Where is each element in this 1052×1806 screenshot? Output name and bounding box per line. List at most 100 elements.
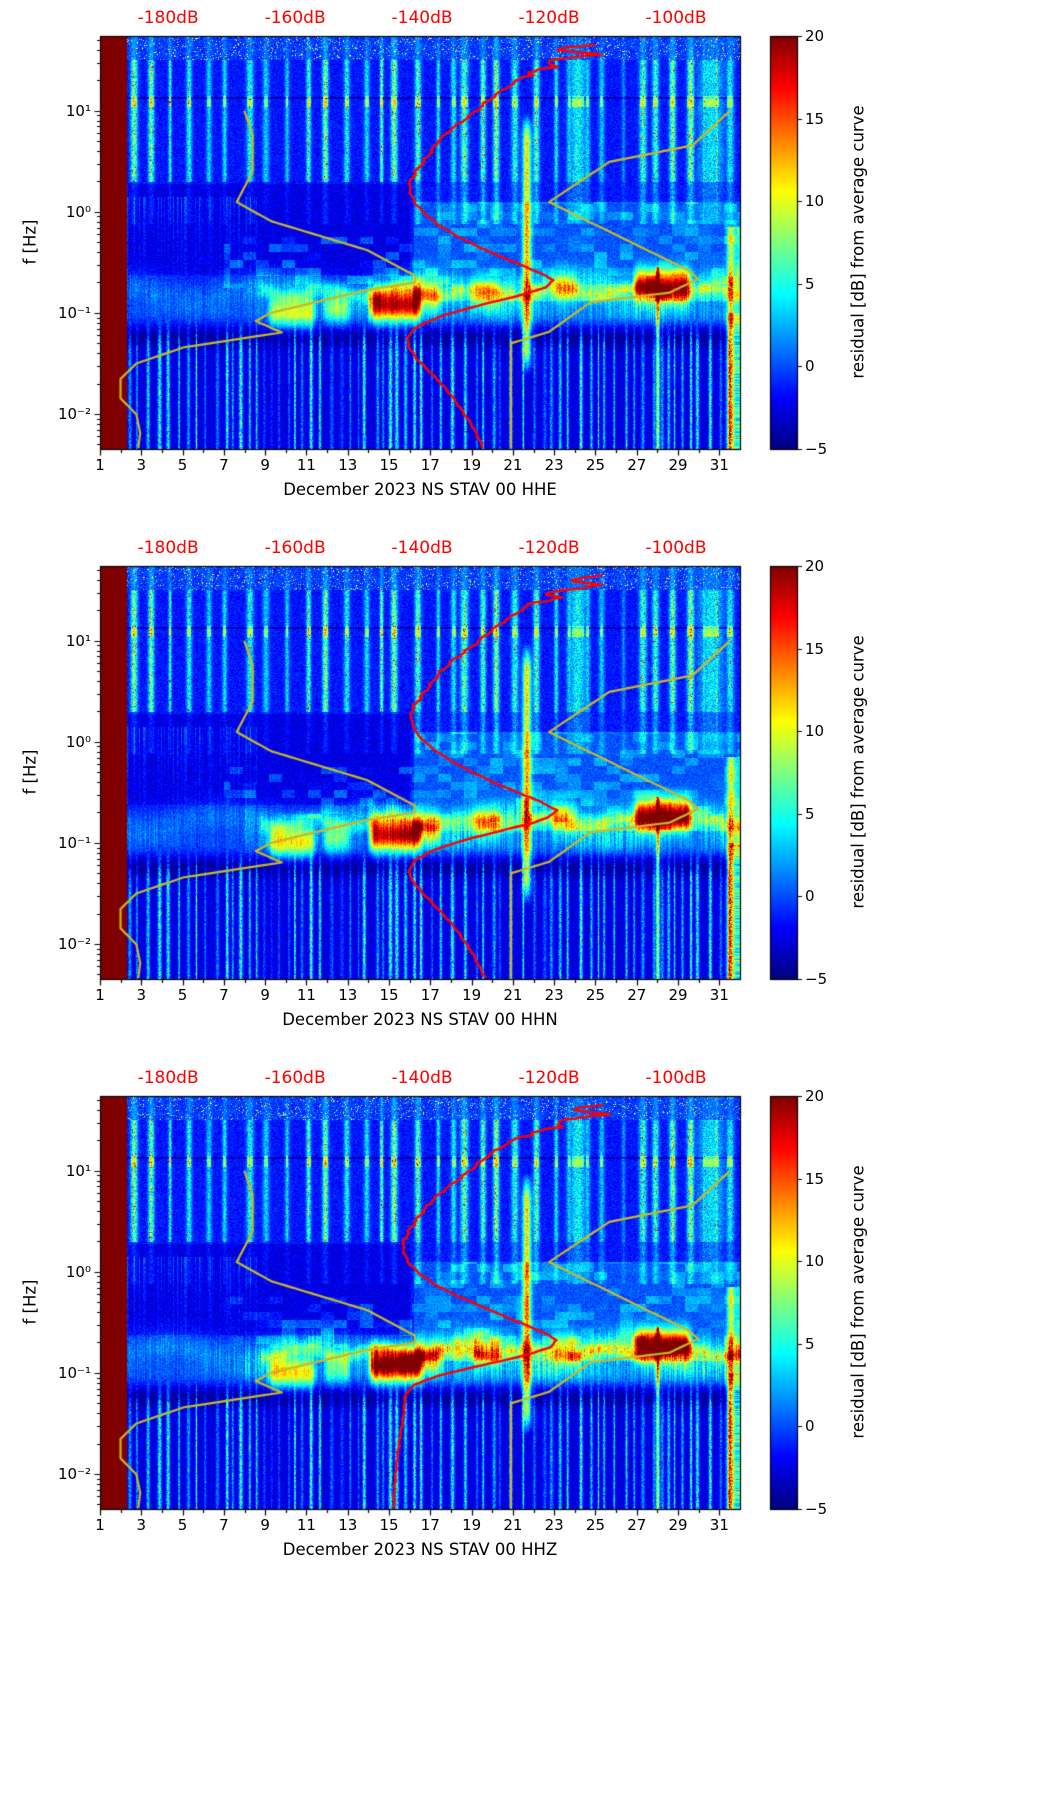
x-tick-label: 25 bbox=[585, 1516, 606, 1534]
x-tick-label: 11 bbox=[296, 986, 316, 1004]
colorbar-tick-label: 10 bbox=[805, 191, 825, 210]
x-tick-label: 17 bbox=[420, 1516, 440, 1534]
x-tick-label: 17 bbox=[420, 456, 440, 474]
x-tick-label: 19 bbox=[462, 986, 482, 1004]
x-tick-label: 21 bbox=[503, 456, 523, 474]
x-tick-label: 23 bbox=[544, 986, 564, 1004]
spectrogram-canvas-hhz bbox=[0, 1060, 1052, 1590]
top-axis-db-label: -100dB bbox=[645, 538, 707, 558]
top-axis-db-label: -180dB bbox=[137, 1068, 199, 1088]
x-tick-label: 1 bbox=[95, 456, 105, 474]
colorbar-tick-label: 20 bbox=[805, 26, 825, 45]
colorbar-tick-label: −5 bbox=[805, 969, 828, 988]
colorbar-label: residual [dB] from average curve bbox=[848, 1165, 868, 1439]
colorbar-tick-label: 15 bbox=[805, 1169, 825, 1188]
x-tick-label: 1 bbox=[95, 1516, 105, 1534]
colorbar-tick-label: 15 bbox=[805, 109, 825, 128]
top-axis-db-label: -160dB bbox=[264, 1068, 326, 1088]
y-tick-label: 10⁻² bbox=[57, 404, 91, 423]
y-tick-label: 10⁻² bbox=[57, 934, 91, 953]
y-tick-label: 10⁻¹ bbox=[57, 833, 91, 852]
top-axis-db-label: -140dB bbox=[391, 538, 453, 558]
x-tick-label: 11 bbox=[296, 456, 316, 474]
x-tick-label: 1 bbox=[95, 986, 105, 1004]
colorbar-tick-label: 15 bbox=[805, 639, 825, 658]
colorbar-tick-label: 5 bbox=[805, 804, 815, 823]
x-tick-label: 9 bbox=[260, 456, 270, 474]
colorbar-label: residual [dB] from average curve bbox=[848, 635, 868, 909]
y-tick-label: 10⁰ bbox=[65, 732, 91, 751]
x-tick-label: 11 bbox=[296, 1516, 316, 1534]
x-axis-title: December 2023 NS STAV 00 HHZ bbox=[282, 1540, 558, 1559]
y-tick-label: 10¹ bbox=[65, 101, 91, 120]
top-axis-db-label: -160dB bbox=[264, 8, 326, 28]
colorbar-tick-label: 10 bbox=[805, 1251, 825, 1270]
x-tick-label: 5 bbox=[177, 986, 188, 1004]
x-tick-label: 5 bbox=[177, 456, 188, 474]
y-tick-label: 10⁰ bbox=[65, 1262, 91, 1281]
top-axis-db-label: -180dB bbox=[137, 8, 199, 28]
y-axis-label: f [Hz] bbox=[20, 219, 40, 265]
x-tick-label: 23 bbox=[544, 1516, 564, 1534]
spectrogram-panel-hhn: f [Hz] December 2023 NS STAV 00 HHN resi… bbox=[0, 530, 1052, 1060]
x-tick-label: 7 bbox=[219, 1516, 229, 1534]
x-tick-label: 5 bbox=[177, 1516, 188, 1534]
colorbar-tick-label: 5 bbox=[805, 274, 815, 293]
colorbar-tick-label: −5 bbox=[805, 1499, 828, 1518]
colorbar-tick-label: 10 bbox=[805, 721, 825, 740]
x-tick-label: 3 bbox=[136, 1516, 147, 1534]
y-axis-label: f [Hz] bbox=[20, 749, 40, 795]
spectrogram-panel-hhz: f [Hz] December 2023 NS STAV 00 HHZ resi… bbox=[0, 1060, 1052, 1590]
x-tick-label: 31 bbox=[709, 1516, 729, 1534]
y-tick-label: 10⁻¹ bbox=[57, 1363, 91, 1382]
x-tick-label: 19 bbox=[462, 456, 482, 474]
x-tick-label: 21 bbox=[503, 986, 523, 1004]
top-axis-db-label: -180dB bbox=[137, 538, 199, 558]
colorbar-tick-label: −5 bbox=[805, 439, 828, 458]
spectrogram-canvas-hhe bbox=[0, 0, 1052, 530]
x-tick-label: 17 bbox=[420, 986, 440, 1004]
x-tick-label: 29 bbox=[668, 456, 688, 474]
top-axis-db-label: -140dB bbox=[391, 1068, 453, 1088]
top-axis-db-label: -100dB bbox=[645, 1068, 707, 1088]
colorbar-tick-label: 0 bbox=[805, 357, 815, 376]
x-tick-label: 27 bbox=[627, 456, 647, 474]
x-tick-label: 27 bbox=[627, 986, 647, 1004]
y-tick-label: 10⁻¹ bbox=[57, 303, 91, 322]
top-axis-db-label: -140dB bbox=[391, 8, 453, 28]
x-tick-label: 23 bbox=[544, 456, 564, 474]
x-tick-label: 7 bbox=[219, 456, 229, 474]
colorbar-tick-label: 0 bbox=[805, 1417, 815, 1436]
x-tick-label: 29 bbox=[668, 1516, 688, 1534]
x-tick-label: 15 bbox=[379, 986, 399, 1004]
colorbar-tick-label: 20 bbox=[805, 1086, 825, 1105]
colorbar-tick-label: 20 bbox=[805, 556, 825, 575]
top-axis-db-label: -160dB bbox=[264, 538, 326, 558]
x-tick-label: 13 bbox=[338, 986, 358, 1004]
x-tick-label: 25 bbox=[585, 456, 606, 474]
x-tick-label: 9 bbox=[260, 1516, 270, 1534]
x-tick-label: 31 bbox=[709, 456, 729, 474]
x-tick-label: 29 bbox=[668, 986, 688, 1004]
x-axis-title: December 2023 NS STAV 00 HHN bbox=[282, 1010, 558, 1029]
colorbar-label: residual [dB] from average curve bbox=[848, 105, 868, 379]
x-tick-label: 19 bbox=[462, 1516, 482, 1534]
x-tick-label: 31 bbox=[709, 986, 729, 1004]
spectrogram-canvas-hhn bbox=[0, 530, 1052, 1060]
colorbar-tick-label: 0 bbox=[805, 887, 815, 906]
y-axis-label: f [Hz] bbox=[20, 1279, 40, 1325]
top-axis-db-label: -120dB bbox=[518, 8, 580, 28]
y-tick-label: 10¹ bbox=[65, 631, 91, 650]
x-tick-label: 15 bbox=[379, 1516, 399, 1534]
y-tick-label: 10⁰ bbox=[65, 202, 91, 221]
x-tick-label: 21 bbox=[503, 1516, 523, 1534]
x-tick-label: 3 bbox=[136, 986, 147, 1004]
x-tick-label: 25 bbox=[585, 986, 606, 1004]
x-tick-label: 7 bbox=[219, 986, 229, 1004]
x-tick-label: 27 bbox=[627, 1516, 647, 1534]
x-tick-label: 13 bbox=[338, 1516, 358, 1534]
x-tick-label: 13 bbox=[338, 456, 358, 474]
top-axis-db-label: -120dB bbox=[518, 538, 580, 558]
spectrogram-panel-hhe: f [Hz] December 2023 NS STAV 00 HHE resi… bbox=[0, 0, 1052, 530]
colorbar-tick-label: 5 bbox=[805, 1334, 815, 1353]
